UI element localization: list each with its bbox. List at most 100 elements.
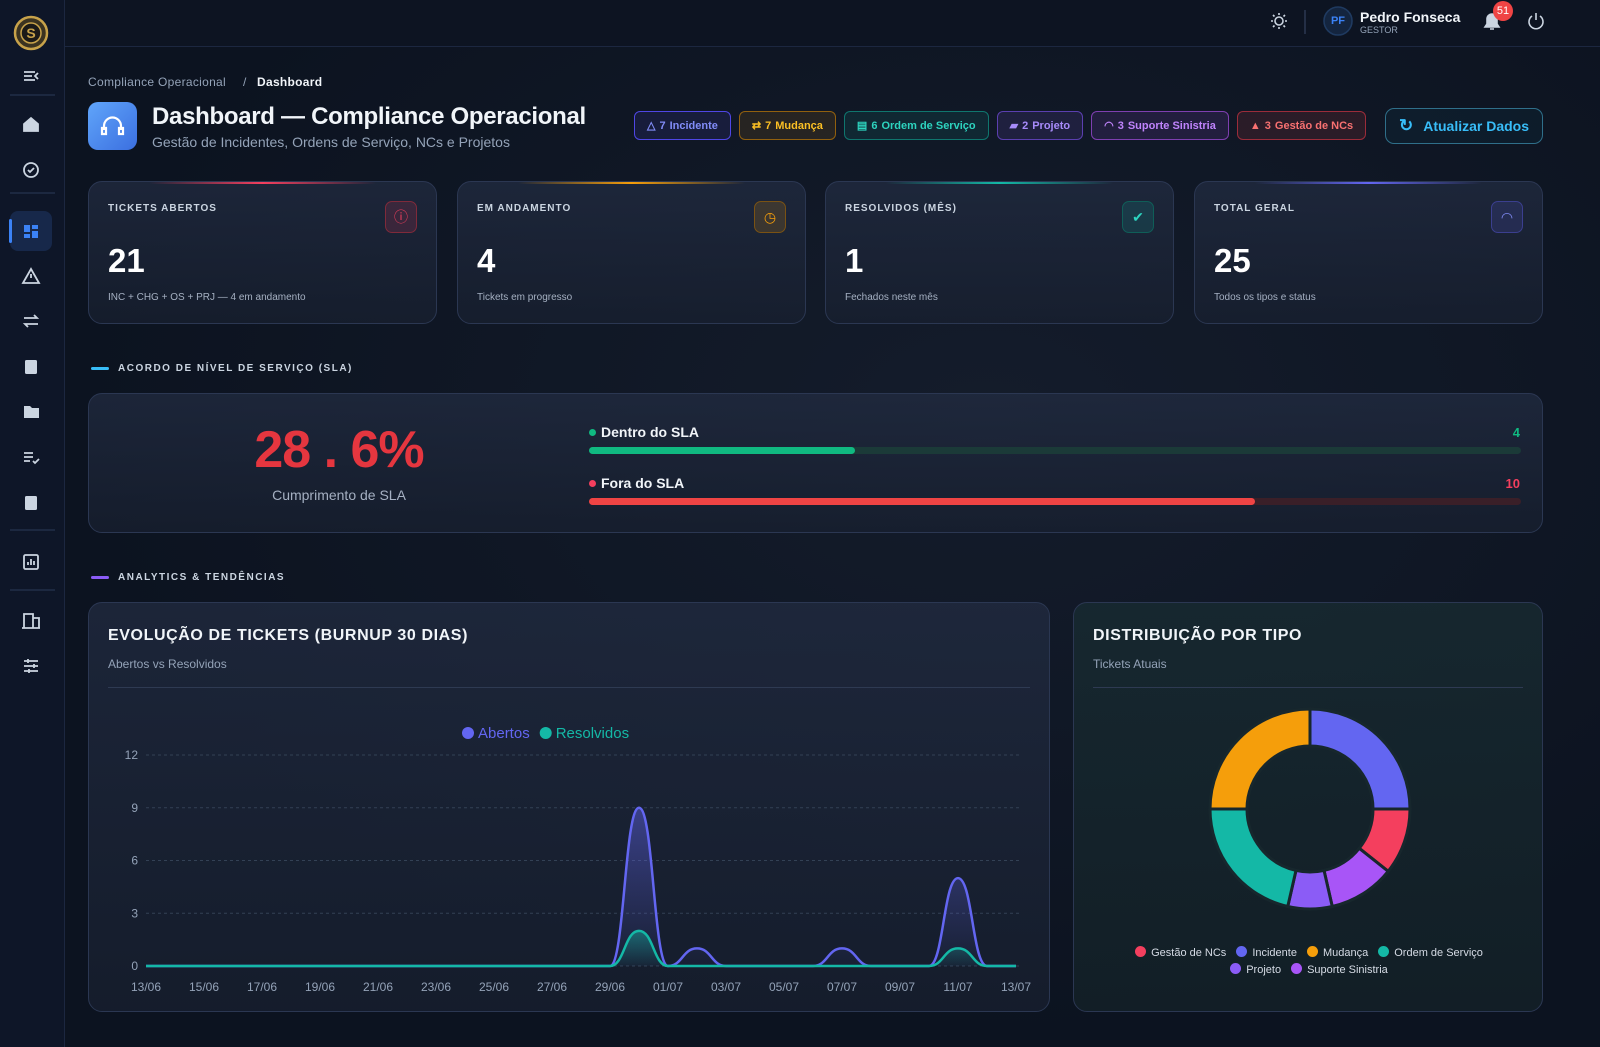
bell[interactable]	[1483, 13, 1501, 30]
card-value: 21	[108, 242, 145, 279]
sidebar: S	[0, 0, 65, 1047]
legend-label: Gestão de NCs	[1151, 947, 1227, 959]
card-label: RESOLVIDOS (MÊS)	[845, 203, 957, 214]
avatar-initials: PF	[1330, 15, 1346, 27]
legend-swatch	[539, 727, 552, 739]
x-tick-label: 29/06	[595, 980, 625, 994]
legend-swatch	[1291, 963, 1303, 974]
button-label: Atualizar Dados	[1423, 118, 1530, 134]
sla-bar-value: 10	[1505, 476, 1520, 491]
pie-slice	[1308, 707, 1412, 811]
chart-subtitle: Tickets Atuais	[1093, 657, 1167, 671]
card-note: INC + CHG + OS + PRJ — 4 em andamento	[108, 292, 306, 303]
legend-label: Resolvidos	[556, 725, 629, 742]
sidebar-icons: S	[9, 15, 55, 673]
user-role: GESTOR	[1360, 25, 1398, 35]
legend-item[interactable]: Projeto	[1230, 963, 1281, 976]
badge[interactable]: ▲ 3 Gestão de NCs	[1236, 111, 1367, 140]
y-tick-label: 0	[131, 959, 138, 973]
sla-bar	[589, 447, 856, 454]
stat-card: RESOLVIDOS (MÊS) ✔ 1 Fechados neste mês	[825, 181, 1174, 324]
card-label: TICKETS ABERTOS	[108, 203, 217, 214]
legend-label: Incidente	[1252, 947, 1297, 959]
legend-item[interactable]: Mudança	[1306, 946, 1368, 959]
x-tick-label: 05/07	[769, 980, 799, 994]
dashboard-active[interactable]	[10, 211, 52, 251]
y-tick-label: 3	[131, 906, 138, 920]
sla-percent: 28 . 6%	[254, 421, 424, 479]
theme-toggle[interactable]	[1274, 16, 1284, 26]
badge-label: Ordem de Serviço	[881, 119, 976, 132]
legend-swatch	[1306, 946, 1318, 957]
sla-bar	[589, 498, 1255, 505]
sla-panel: 28 . 6% Cumprimento de SLA Dentro do SLA…	[88, 393, 1543, 533]
stat-card: TOTAL GERAL ◠ 25 Todos os tipos e status	[1194, 181, 1543, 324]
change-icon[interactable]	[22, 314, 40, 328]
badge[interactable]: ▤ 6 Ordem de Serviço	[843, 111, 989, 140]
legend-label: Suporte Sinistria	[1307, 964, 1388, 976]
section-title: ANALYTICS & TENDÊNCIAS	[91, 572, 285, 583]
os-icon[interactable]	[25, 360, 37, 374]
badge-count: 3	[1117, 119, 1124, 132]
badge[interactable]: ⇄ 7 Mudança	[738, 111, 836, 140]
x-tick-label: 19/06	[305, 980, 335, 994]
sla-bar-value: 4	[1512, 425, 1520, 440]
legend-item[interactable]: Suporte Sinistria	[1291, 963, 1388, 976]
incident-icon[interactable]	[21, 267, 41, 284]
legend-item[interactable]: Ordem de Serviço	[1378, 946, 1483, 959]
y-tick-label: 6	[131, 854, 138, 868]
line-chart-panel: EVOLUÇÃO DE TICKETS (BURNUP 30 DIAS) Abe…	[88, 602, 1050, 1012]
home-icon[interactable]	[23, 116, 39, 132]
logout[interactable]	[1528, 13, 1544, 30]
nc-icon[interactable]	[25, 496, 37, 510]
badge[interactable]: ▰ 2 Projeto	[996, 111, 1084, 140]
support-icon[interactable]	[24, 452, 40, 465]
topbar: PF Pedro Fonseca GESTOR 51	[65, 0, 1600, 47]
chart-title: DISTRIBUIÇÃO POR TIPO	[1093, 627, 1303, 644]
svg-text:S: S	[26, 25, 35, 41]
collapse-icon[interactable]	[24, 71, 39, 81]
company-icon[interactable]	[22, 613, 40, 629]
x-tick-label: 13/07	[1001, 980, 1031, 994]
legend: Gestão de NCs Incidente Mudança Ordem de Se…	[1074, 946, 1542, 976]
x-tick-label: 09/07	[885, 980, 915, 994]
legend-label: Ordem de Serviço	[1394, 947, 1483, 959]
area	[146, 930, 1016, 966]
reports-icon[interactable]	[23, 554, 39, 570]
legend-swatch	[1236, 946, 1248, 957]
section-title-text: ACORDO DE NÍVEL DE SERVIÇO (SLA)	[118, 363, 353, 374]
line	[145, 929, 1016, 968]
settings-icon[interactable]	[24, 659, 38, 673]
legend-item[interactable]: Incidente	[1236, 946, 1297, 959]
tasks-icon[interactable]	[23, 162, 39, 178]
project-icon[interactable]	[24, 406, 39, 418]
user-name: Pedro Fonseca	[1360, 9, 1461, 25]
x-tick-label: 01/07	[653, 980, 683, 994]
badge-label: Suporte Sinistria	[1127, 119, 1216, 132]
line	[145, 806, 1016, 968]
card-value: 4	[477, 242, 496, 279]
card-icon: ⓘ	[385, 201, 417, 233]
card-note: Fechados neste mês	[845, 292, 938, 303]
breadcrumb-item[interactable]: Compliance Operacional	[88, 75, 227, 89]
sla-bar-title: Fora do SLA	[589, 475, 684, 491]
refresh-button[interactable]: ↻ Atualizar Dados	[1385, 108, 1543, 144]
page-title: Dashboard — Compliance Operacional	[152, 103, 586, 130]
legend-item[interactable]: Gestão de NCs	[1135, 946, 1226, 959]
sla-bar-title: Dentro do SLA	[589, 424, 699, 440]
badge-count: 7	[659, 119, 666, 132]
badge[interactable]: △ 7 Incidente	[634, 111, 731, 140]
line-chart: 0 3 6 9 12 13/06 15/06 17/06 19/06 21/06 23/06 25/0…	[125, 725, 1032, 994]
x-tick-label: 21/06	[363, 980, 393, 994]
badge[interactable]: ◠ 3 Suporte Sinistria	[1091, 111, 1229, 140]
avatar[interactable]	[1323, 6, 1353, 36]
legend-swatch	[1378, 946, 1390, 957]
stat-card: TICKETS ABERTOS ⓘ 21 INC + CHG + OS + PR…	[88, 181, 437, 324]
sla-bar-name: Fora do SLA	[601, 475, 685, 491]
x-tick-label: 17/06	[247, 980, 277, 994]
card-note: Todos os tipos e status	[1214, 292, 1316, 303]
card-icon: ◠	[1491, 201, 1523, 233]
badge-label: Projeto	[1032, 119, 1071, 132]
x-tick-label: 27/06	[537, 980, 567, 994]
